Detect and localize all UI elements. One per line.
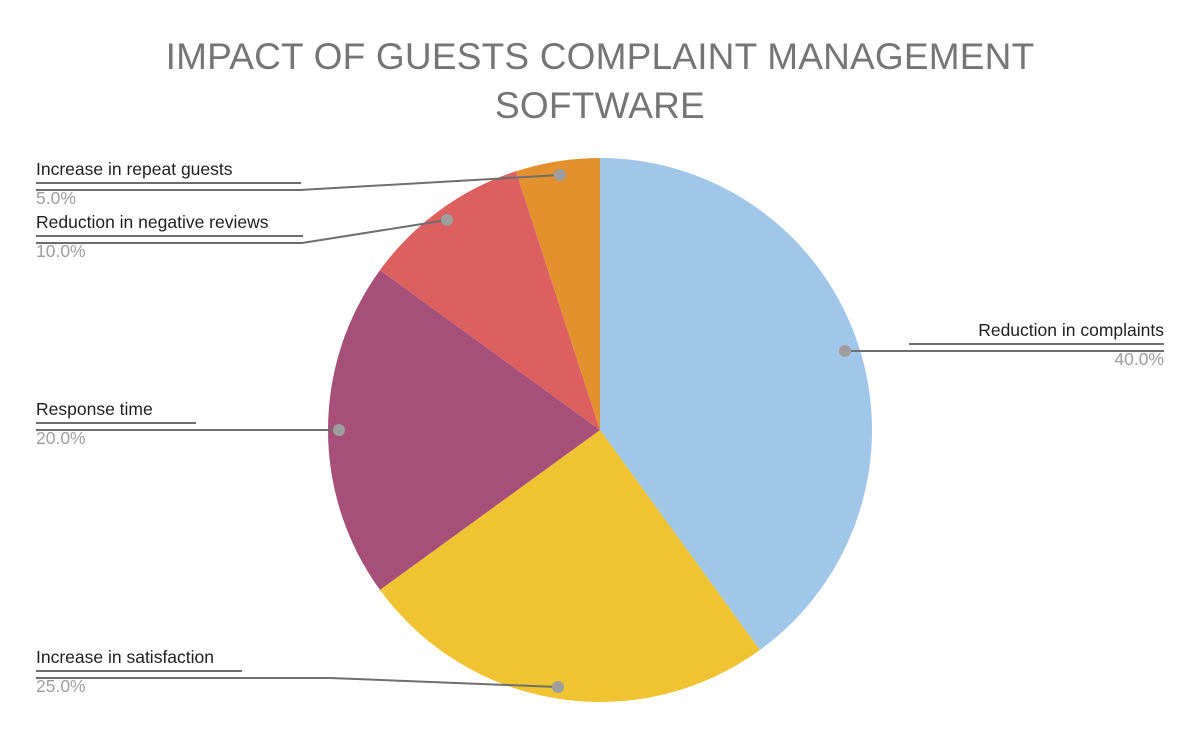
pie-slice-increase-in-repeat-guests[interactable]	[515, 158, 600, 430]
pie-slice-response-time[interactable]	[328, 270, 600, 590]
slice-label-reduction-in-negative-reviews: Reduction in negative reviews 10.0%	[36, 211, 303, 262]
chart-title-line-1: IMPACT OF GUESTS COMPLAINT MANAGEMENT	[165, 36, 1035, 77]
slice-label-name: Increase in repeat guests	[36, 159, 233, 179]
leader-line-response-time	[36, 424, 345, 436]
slice-label-name: Increase in satisfaction	[36, 647, 215, 667]
chart-title-line-2: SOFTWARE	[495, 85, 705, 126]
label-underline	[36, 422, 196, 424]
pie-slice-reduction-in-negative-reviews[interactable]	[379, 171, 600, 430]
slice-label-value: 10.0%	[36, 241, 86, 261]
leader-line-reduction-in-negative-reviews	[36, 214, 453, 244]
label-underline	[36, 235, 303, 237]
slice-label-reduction-in-complaints: Reduction in complaints 40.0%	[909, 319, 1164, 370]
label-underline	[36, 182, 301, 184]
label-underline	[909, 343, 1164, 345]
leader-line-increase-in-satisfaction	[36, 677, 564, 693]
pie-slice-increase-in-satisfaction[interactable]	[379, 430, 760, 702]
slice-label-increase-in-repeat-guests: Increase in repeat guests 5.0%	[36, 158, 301, 209]
label-underline	[36, 670, 242, 672]
leader-line-increase-in-repeat-guests	[36, 169, 566, 191]
slice-label-increase-in-satisfaction: Increase in satisfaction 25.0%	[36, 646, 242, 697]
slice-label-name: Reduction in complaints	[978, 320, 1164, 340]
slice-label-name: Response time	[36, 399, 153, 419]
slice-label-name: Reduction in negative reviews	[36, 212, 269, 232]
slice-label-value: 5.0%	[36, 188, 76, 208]
pie-slice-reduction-in-complaints[interactable]	[600, 158, 872, 651]
slice-label-value: 25.0%	[36, 676, 86, 696]
slice-label-value: 20.0%	[36, 428, 86, 448]
slice-label-response-time: Response time 20.0%	[36, 398, 196, 449]
slice-label-value: 40.0%	[1114, 349, 1164, 369]
chart-title: IMPACT OF GUESTS COMPLAINT MANAGEMENT SO…	[0, 32, 1200, 130]
leader-line-reduction-in-complaints	[839, 345, 1164, 357]
